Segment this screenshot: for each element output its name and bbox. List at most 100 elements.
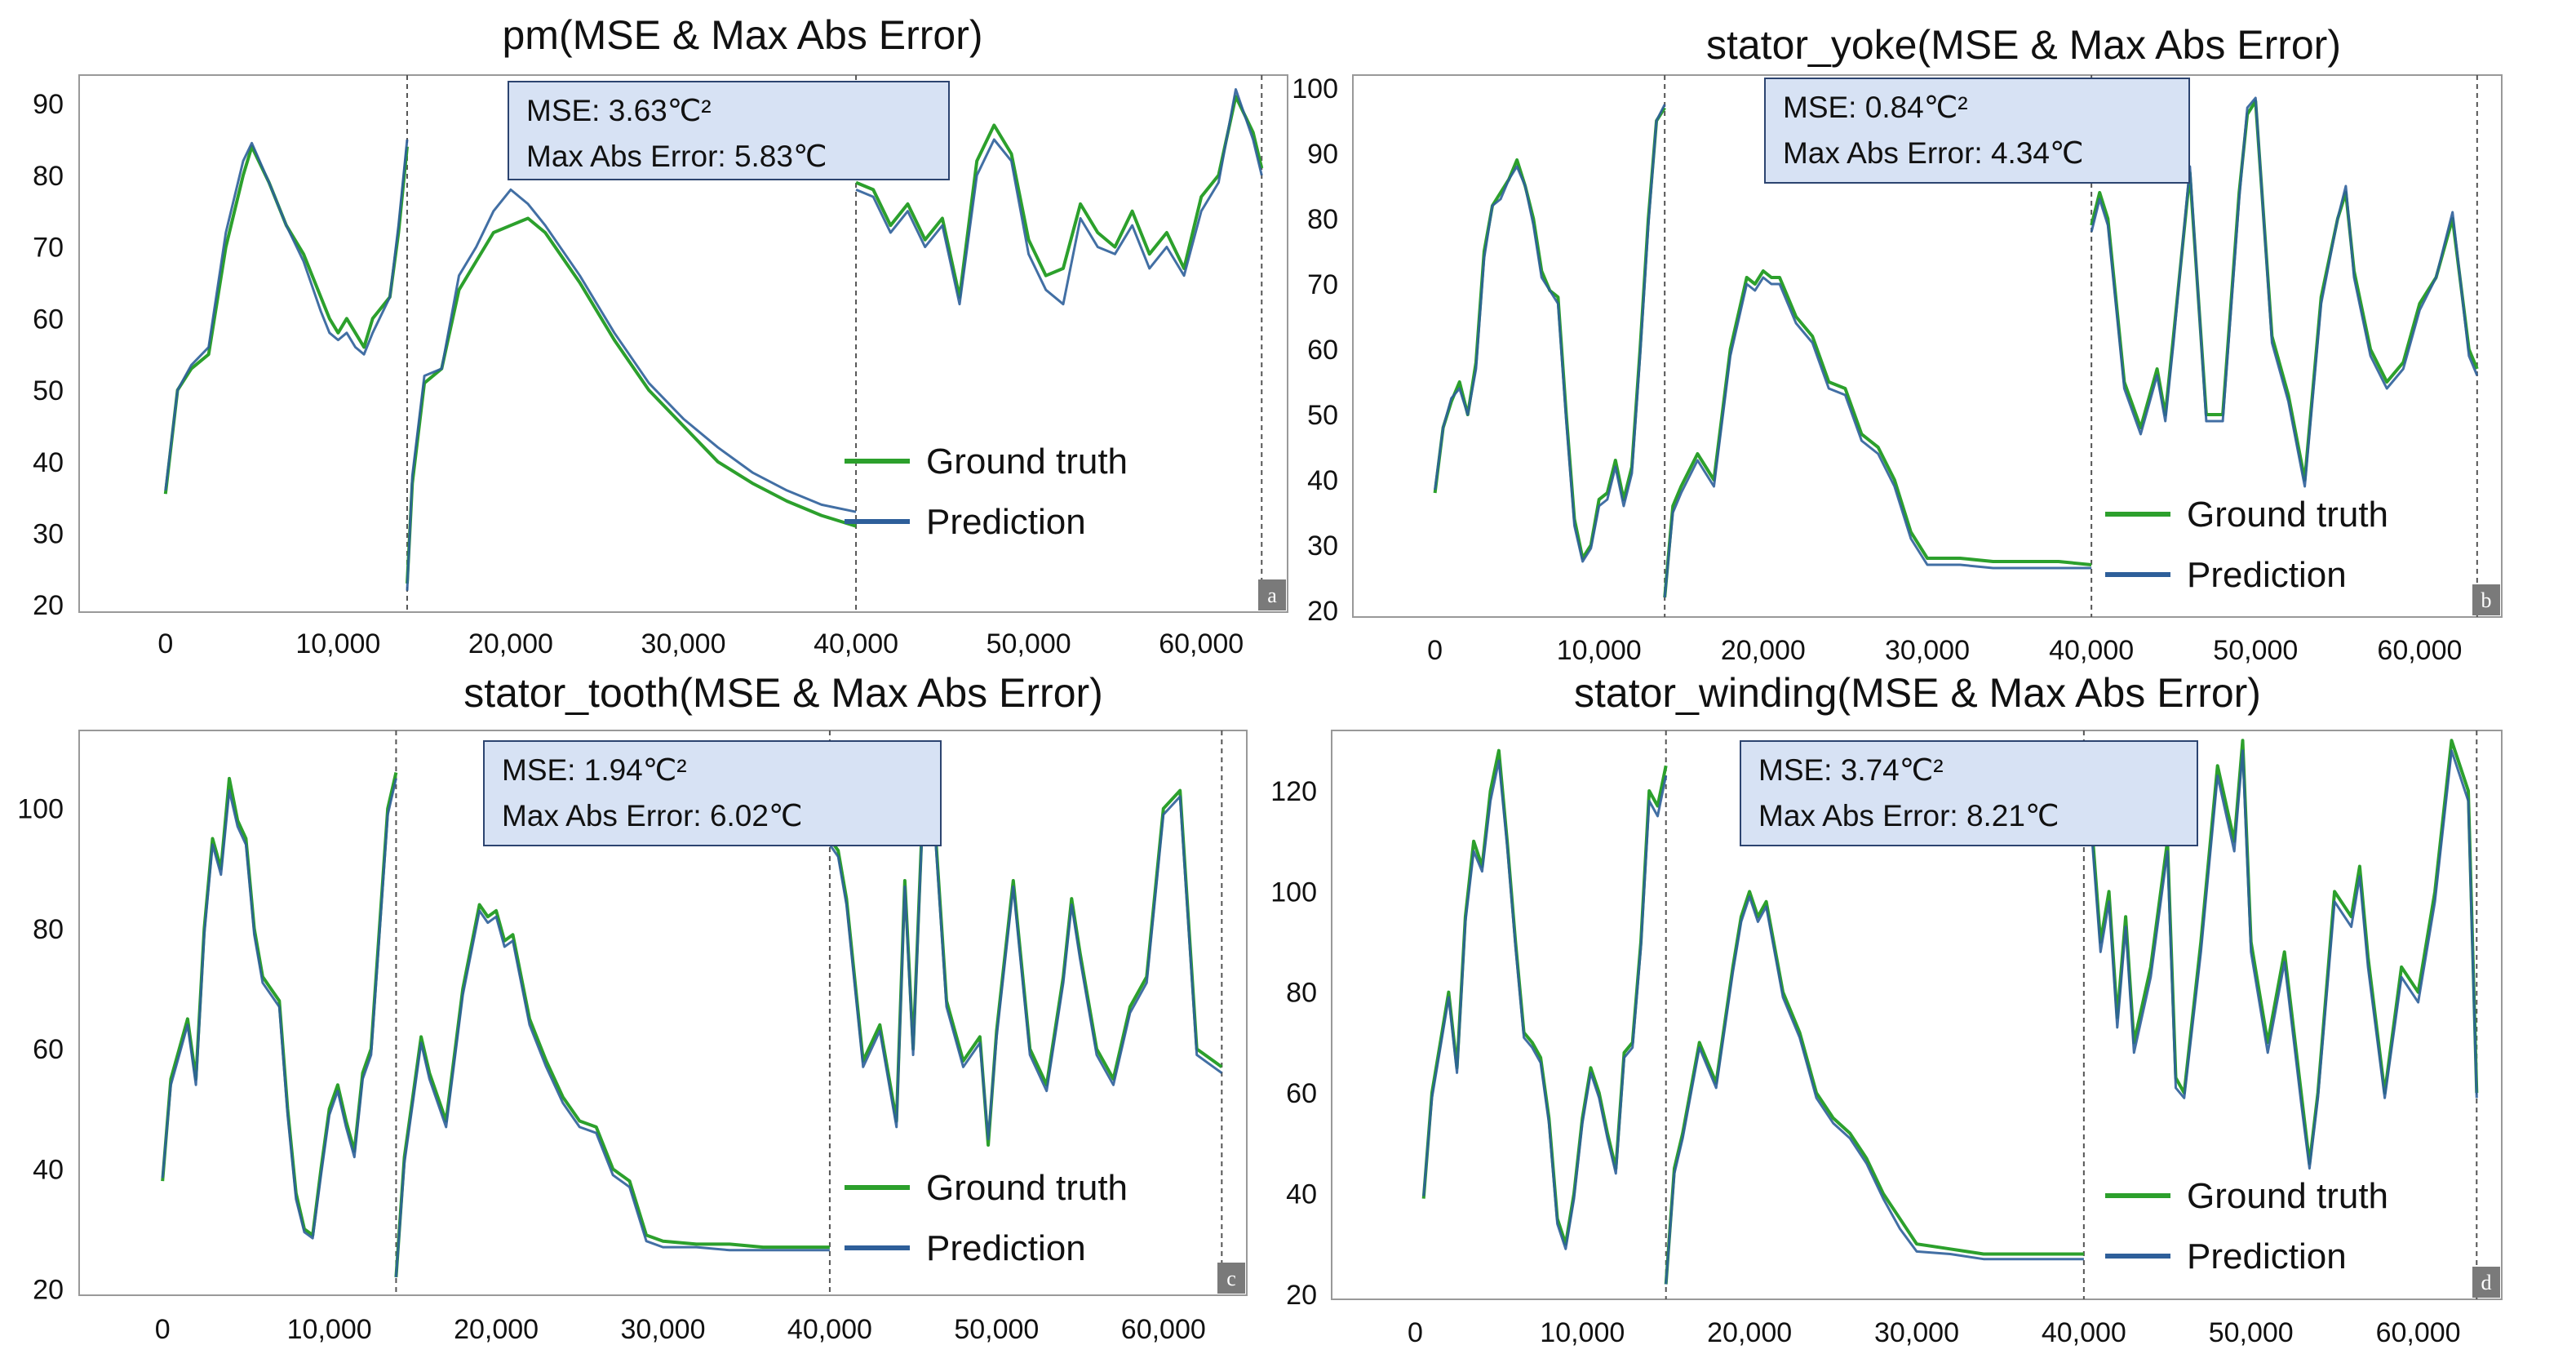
- metrics-box: MSE: 0.84℃² Max Abs Error: 4.34℃: [1764, 78, 2190, 184]
- legend-label: Prediction: [2187, 1236, 2347, 1276]
- y-tick-label: 20: [1286, 1280, 1317, 1311]
- x-tick-label: 30,000: [641, 628, 726, 659]
- y-tick-label: 80: [1307, 204, 1338, 235]
- legend-label: Ground truth: [2187, 495, 2388, 535]
- x-tick-label: 50,000: [2209, 1317, 2294, 1348]
- x-tick-label: 0: [1408, 1317, 1423, 1348]
- x-tick-label: 40,000: [2049, 635, 2134, 666]
- metrics-box: MSE: 1.94℃² Max Abs Error: 6.02℃: [483, 740, 942, 846]
- x-tick-label: 60,000: [2377, 635, 2462, 666]
- y-tick-label: 60: [33, 1034, 64, 1065]
- y-tick-label: 90: [33, 89, 64, 120]
- y-tick-label: 50: [1307, 400, 1338, 431]
- prediction-line: [164, 88, 1263, 591]
- legend: Ground truth Prediction: [845, 1168, 1128, 1268]
- x-tick-label: 20,000: [1721, 635, 1806, 666]
- mse-value: MSE: 3.63℃²: [526, 94, 712, 127]
- x-tick-label: 40,000: [787, 1314, 872, 1345]
- panel-stator-tooth: stator_tooth(MSE & Max Abs Error) 20 40 60 8…: [17, 670, 1248, 1345]
- legend: Ground truth Prediction: [2105, 1176, 2388, 1276]
- panel-tag-label: d: [2481, 1271, 2492, 1294]
- panel-tag: b: [2472, 584, 2500, 615]
- y-tick-label: 60: [1286, 1078, 1317, 1109]
- legend: Ground truth Prediction: [845, 442, 1128, 542]
- max-abs-error-value: Max Abs Error: 8.21℃: [1758, 799, 2059, 832]
- y-tick-label: 50: [33, 375, 64, 406]
- y-tick-label: 120: [1270, 776, 1317, 807]
- metrics-box-frame: [1740, 740, 2198, 846]
- y-tick-label: 90: [1307, 139, 1338, 170]
- max-abs-error-value: Max Abs Error: 6.02℃: [502, 799, 803, 832]
- y-tick-label: 80: [1286, 978, 1317, 1009]
- metrics-box-frame: [1764, 78, 2190, 184]
- y-tick-label: 60: [1307, 335, 1338, 366]
- y-tick-label: 30: [1307, 531, 1338, 562]
- y-tick-label: 20: [1307, 596, 1338, 627]
- x-tick-label: 60,000: [1159, 628, 1244, 659]
- y-tick-label: 80: [33, 161, 64, 192]
- x-tick-label: 20,000: [1707, 1317, 1792, 1348]
- panel-stator-yoke: stator_yoke(MSE & Max Abs Error) 20 30 40 50…: [1292, 22, 2503, 666]
- panel-tag-label: c: [1226, 1267, 1236, 1290]
- mse-value: MSE: 1.94℃²: [502, 753, 687, 787]
- y-tick-label: 20: [33, 1275, 64, 1306]
- x-tick-label: 10,000: [295, 628, 380, 659]
- x-tick-label: 50,000: [2213, 635, 2298, 666]
- x-tick-label: 0: [155, 1314, 171, 1345]
- x-tick-label: 60,000: [2376, 1317, 2461, 1348]
- panel-tag-box: [1258, 579, 1286, 610]
- panel-tag: c: [1217, 1263, 1245, 1294]
- chart-title: pm(MSE & Max Abs Error): [503, 12, 983, 58]
- panel-tag-box: [1217, 1263, 1245, 1294]
- x-tick-label: 50,000: [987, 628, 1071, 659]
- x-tick-label: 20,000: [454, 1314, 539, 1345]
- legend-label: Prediction: [926, 502, 1086, 542]
- legend-label: Ground truth: [926, 1168, 1128, 1208]
- x-tick-label: 30,000: [621, 1314, 706, 1345]
- y-tick-label: 80: [33, 914, 64, 945]
- x-tick-label: 30,000: [1874, 1317, 1959, 1348]
- x-tick-label: 10,000: [1557, 635, 1642, 666]
- y-tick-label: 40: [1307, 465, 1338, 496]
- x-tick-label: 20,000: [468, 628, 553, 659]
- panel-tag-label: b: [2481, 588, 2492, 612]
- panel-pm: pm(MSE & Max Abs Error) 20 30 40 50 60 70 80 90 0…: [33, 12, 1288, 659]
- y-tick-label: 100: [1292, 73, 1338, 104]
- y-tick-label: 70: [1307, 269, 1338, 300]
- legend-label: Ground truth: [926, 442, 1128, 482]
- x-tick-label: 30,000: [1885, 635, 1970, 666]
- max-abs-error-value: Max Abs Error: 5.83℃: [526, 140, 827, 173]
- y-tick-label: 100: [1270, 877, 1317, 908]
- mse-value: MSE: 3.74℃²: [1758, 753, 1944, 787]
- legend-label: Prediction: [2187, 555, 2347, 595]
- legend-label: Prediction: [926, 1228, 1086, 1268]
- x-tick-label: 0: [157, 628, 173, 659]
- prediction-line: [161, 752, 1223, 1278]
- metrics-box-frame: [483, 740, 942, 846]
- x-tick-label: 60,000: [1121, 1314, 1206, 1345]
- prediction-line: [1434, 96, 2479, 598]
- y-tick-label: 100: [17, 794, 64, 825]
- y-tick-label: 40: [1286, 1179, 1317, 1210]
- y-tick-label: 60: [33, 304, 64, 335]
- metrics-box: MSE: 3.74℃² Max Abs Error: 8.21℃: [1740, 740, 2198, 846]
- panel-tag: a: [1258, 579, 1286, 610]
- mse-value: MSE: 0.84℃²: [1783, 91, 1968, 124]
- prediction-line: [1422, 749, 2478, 1285]
- metrics-box-frame: [508, 81, 950, 180]
- y-tick-label: 20: [33, 590, 64, 621]
- chart-title: stator_winding(MSE & Max Abs Error): [1574, 670, 2261, 716]
- legend: Ground truth Prediction: [2105, 495, 2388, 595]
- panel-tag-label: a: [1267, 584, 1277, 607]
- y-tick-label: 40: [33, 447, 64, 478]
- y-tick-label: 30: [33, 518, 64, 549]
- legend-label: Ground truth: [2187, 1176, 2388, 1216]
- y-tick-label: 40: [33, 1154, 64, 1185]
- x-tick-label: 10,000: [1540, 1317, 1625, 1348]
- max-abs-error-value: Max Abs Error: 4.34℃: [1783, 136, 2084, 170]
- panel-tag-box: [2472, 584, 2500, 615]
- y-tick-label: 70: [33, 233, 64, 264]
- panel-tag: d: [2472, 1267, 2500, 1298]
- panel-tag-box: [2472, 1267, 2500, 1298]
